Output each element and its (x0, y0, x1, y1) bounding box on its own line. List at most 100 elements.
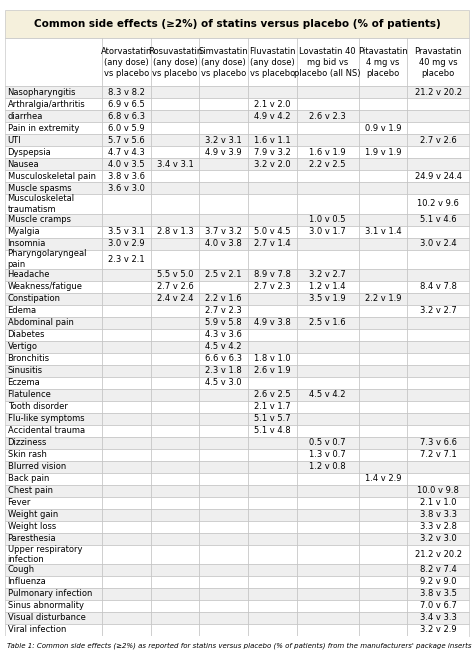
Text: Dizziness: Dizziness (8, 438, 47, 447)
Bar (200, 521, 248, 532)
Text: Back pain: Back pain (8, 474, 49, 483)
Bar (297, 624, 359, 636)
Bar (151, 317, 200, 329)
Bar (297, 600, 359, 612)
Bar (5, 377, 102, 389)
Bar (102, 250, 151, 269)
Text: Tooth disorder: Tooth disorder (8, 402, 67, 411)
Text: Nausea: Nausea (8, 160, 39, 169)
Bar (297, 269, 359, 281)
Bar (102, 576, 151, 588)
Bar (359, 364, 407, 377)
Text: 21.2 v 20.2: 21.2 v 20.2 (415, 88, 462, 97)
Bar (151, 377, 200, 389)
Bar (200, 401, 248, 413)
Bar (407, 389, 469, 401)
Bar (297, 110, 359, 123)
Bar (407, 377, 469, 389)
Bar (248, 86, 297, 98)
Text: 8.9 v 7.8: 8.9 v 7.8 (254, 270, 291, 279)
Text: Bronchitis: Bronchitis (8, 355, 50, 363)
Bar (102, 413, 151, 425)
Text: Sinus abnormality: Sinus abnormality (8, 602, 83, 610)
Bar (407, 237, 469, 250)
Bar (407, 473, 469, 485)
Text: Insomnia: Insomnia (8, 239, 46, 248)
Text: Abdominal pain: Abdominal pain (8, 318, 73, 328)
Bar (297, 317, 359, 329)
Bar (297, 250, 359, 269)
Bar (102, 401, 151, 413)
Text: 3.7 v 3.2: 3.7 v 3.2 (205, 227, 242, 236)
Text: 3.8 v 3.5: 3.8 v 3.5 (420, 589, 457, 598)
Bar (407, 497, 469, 509)
Bar (5, 158, 102, 170)
Text: 2.2 v 2.5: 2.2 v 2.5 (310, 160, 346, 169)
Bar (5, 588, 102, 600)
Bar (297, 281, 359, 293)
Bar (102, 170, 151, 183)
Bar (200, 473, 248, 485)
Bar (151, 194, 200, 214)
Bar (297, 86, 359, 98)
Text: 7.3 v 6.6: 7.3 v 6.6 (420, 438, 457, 447)
Bar (151, 413, 200, 425)
Bar (359, 250, 407, 269)
Bar (407, 304, 469, 317)
Bar (5, 564, 102, 576)
Bar (151, 353, 200, 364)
Text: 2.1 v 2.0: 2.1 v 2.0 (254, 100, 291, 109)
Text: 4.7 v 4.3: 4.7 v 4.3 (108, 148, 145, 157)
Text: 2.7 v 1.4: 2.7 v 1.4 (254, 239, 291, 248)
Bar (5, 225, 102, 237)
Bar (151, 170, 200, 183)
Bar (248, 473, 297, 485)
Bar (248, 146, 297, 158)
Bar (200, 389, 248, 401)
Bar (359, 600, 407, 612)
Text: 1.6 v 1.9: 1.6 v 1.9 (310, 148, 346, 157)
Bar (248, 437, 297, 449)
Text: 3.2 v 2.7: 3.2 v 2.7 (420, 306, 456, 315)
Text: 3.5 v 1.9: 3.5 v 1.9 (310, 294, 346, 303)
Bar (248, 401, 297, 413)
Bar (102, 304, 151, 317)
Bar (200, 449, 248, 461)
Text: Sinusitis: Sinusitis (8, 366, 43, 375)
Bar (102, 38, 151, 86)
Bar (297, 341, 359, 353)
Text: Weight gain: Weight gain (8, 510, 58, 519)
Text: 6.8 v 6.3: 6.8 v 6.3 (108, 112, 145, 121)
Bar (200, 377, 248, 389)
Bar (151, 341, 200, 353)
Bar (102, 497, 151, 509)
Bar (407, 170, 469, 183)
Bar (297, 237, 359, 250)
Bar (248, 624, 297, 636)
Text: 10.2 v 9.6: 10.2 v 9.6 (417, 200, 459, 208)
Bar (359, 485, 407, 497)
Bar (407, 134, 469, 146)
Bar (297, 449, 359, 461)
Bar (5, 401, 102, 413)
Bar (5, 123, 102, 134)
Bar (5, 624, 102, 636)
Bar (200, 576, 248, 588)
Bar (102, 461, 151, 473)
Bar (5, 237, 102, 250)
Text: 2.5 v 1.6: 2.5 v 1.6 (310, 318, 346, 328)
Bar (407, 509, 469, 521)
Bar (5, 250, 102, 269)
Text: Viral infection: Viral infection (8, 625, 66, 635)
Bar (200, 437, 248, 449)
Bar (407, 98, 469, 110)
Bar (248, 170, 297, 183)
Bar (102, 110, 151, 123)
Text: 0.9 v 1.9: 0.9 v 1.9 (365, 124, 401, 133)
Text: Accidental trauma: Accidental trauma (8, 426, 85, 435)
Bar (151, 401, 200, 413)
Text: Fluvastatin
(any dose)
vs placebo: Fluvastatin (any dose) vs placebo (249, 47, 296, 78)
Bar (102, 437, 151, 449)
Text: 3.6 v 3.0: 3.6 v 3.0 (108, 184, 145, 193)
Bar (5, 110, 102, 123)
